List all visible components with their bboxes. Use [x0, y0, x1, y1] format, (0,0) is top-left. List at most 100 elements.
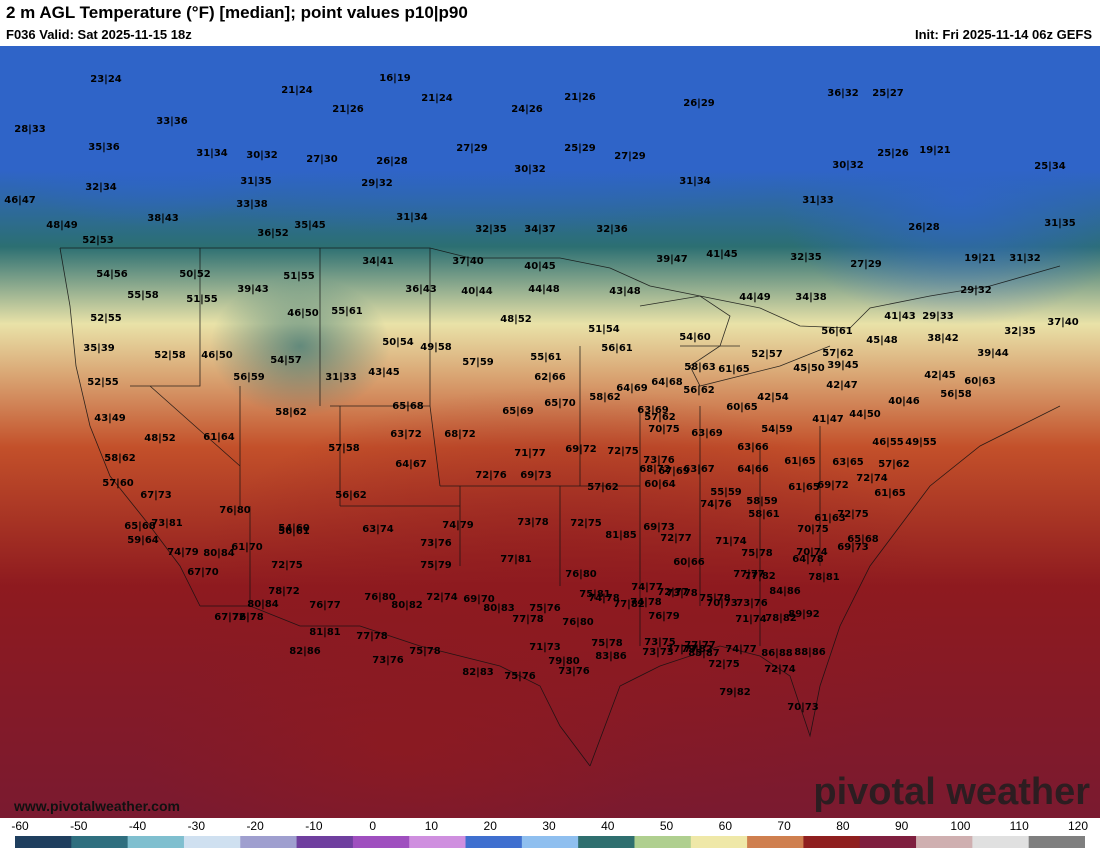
point-value: 79|82	[719, 687, 751, 698]
point-value: 73|76	[420, 538, 452, 549]
point-value: 72|74	[426, 592, 458, 603]
point-value: 73|76	[372, 655, 404, 666]
point-value: 73|78	[666, 588, 698, 599]
point-value: 80|84	[247, 599, 279, 610]
point-value: 42|45	[924, 370, 956, 381]
colorbar-segment	[71, 836, 129, 848]
point-value: 34|38	[795, 292, 827, 303]
colorbar-tick-label: 60	[718, 819, 733, 833]
point-value: 27|30	[306, 154, 338, 165]
point-value: 26|28	[908, 222, 940, 233]
point-value: 32|34	[85, 182, 117, 193]
point-value: 70|73	[706, 598, 738, 609]
point-value: 68|72	[639, 464, 671, 475]
point-value: 77|78	[512, 614, 544, 625]
point-value: 58|59	[746, 496, 778, 507]
point-value: 64|67	[395, 459, 427, 470]
point-value: 30|32	[514, 164, 546, 175]
point-value: 27|29	[850, 259, 882, 270]
point-value: 72|74	[856, 473, 888, 484]
temperature-map: 23|24 21|24 16|19 21|24 21|26 26|29 36|32 25|27…	[0, 46, 1100, 818]
valid-time: F036 Valid: Sat 2025-11-15 18z	[6, 27, 192, 42]
point-value: 36|43	[405, 284, 437, 295]
point-value: 64|66	[737, 464, 769, 475]
point-value: 69|73	[837, 542, 869, 553]
point-value: 71|74	[715, 536, 747, 547]
point-value: 89|92	[788, 609, 820, 620]
point-value: 16|19	[379, 73, 411, 84]
point-value: 80|82	[391, 600, 423, 611]
point-value: 41|47	[812, 414, 844, 425]
point-value: 21|26	[332, 104, 364, 115]
point-value: 88|86	[794, 647, 826, 658]
point-value: 69|73	[643, 522, 675, 533]
colorbar-tick-label: 110	[1009, 819, 1029, 833]
point-value: 25|34	[1034, 161, 1066, 172]
point-value: 74|77	[631, 582, 663, 593]
colorbar-segment	[747, 836, 804, 848]
point-value: 57|60	[102, 478, 134, 489]
point-value: 19|21	[919, 145, 951, 156]
point-value: 67|69	[658, 466, 690, 477]
point-value: 78|72	[268, 586, 300, 597]
point-value: 37|40	[1047, 317, 1079, 328]
point-value: 59|64	[127, 535, 159, 546]
point-value: 39|47	[656, 254, 688, 265]
point-value: 71|73	[529, 642, 561, 653]
point-value: 63|65	[832, 457, 864, 468]
point-value: 41|45	[706, 249, 738, 260]
point-value: 52|53	[82, 235, 114, 246]
point-value: 67|70	[187, 567, 219, 578]
point-value: 50|52	[179, 269, 211, 280]
point-value: 74|76	[700, 499, 732, 510]
point-value: 31|32	[1009, 253, 1041, 264]
point-value: 57|62	[822, 348, 854, 359]
point-value: 31|35	[1044, 218, 1076, 229]
colorbar-tick-label: -30	[187, 819, 205, 833]
point-value: 75|78	[591, 638, 623, 649]
point-value: 61|70	[231, 542, 263, 553]
point-value: 57|59	[462, 357, 494, 368]
point-value: 68|72	[444, 429, 476, 440]
colorbar-tick-label: 100	[950, 819, 971, 833]
point-value: 75|76	[529, 603, 561, 614]
point-value: 64|78	[792, 554, 824, 565]
point-value: 40|45	[524, 261, 556, 272]
colorbar-tick-label: 30	[542, 819, 556, 833]
point-value: 57|62	[644, 412, 676, 423]
point-value: 33|38	[236, 199, 268, 210]
point-value: 73|76	[558, 666, 590, 677]
point-value: 79|82	[681, 644, 713, 655]
point-value: 81|85	[605, 530, 637, 541]
point-value: 54|60	[278, 523, 310, 534]
colorbar-ticks: -60 -50 -40 -30 -20 -10 0 10 20 30 40 50 60 70 80 90 100…	[0, 818, 1100, 834]
colorbar: -60 -50 -40 -30 -20 -10 0 10 20 30 40 50 60 70 80 90 100…	[0, 818, 1100, 850]
point-value: 31|34	[679, 176, 711, 187]
point-value: 55|59	[710, 487, 742, 498]
point-value: 42|54	[757, 392, 789, 403]
point-value: 29|32	[960, 285, 992, 296]
point-value: 31|33	[802, 195, 834, 206]
point-value: 75|78	[741, 548, 773, 559]
hot-mexico	[140, 626, 660, 818]
point-value: 65|68	[392, 401, 424, 412]
point-value: 42|47	[826, 380, 858, 391]
colorbar-tick-label: 120	[1067, 819, 1089, 833]
point-value: 56|58	[940, 389, 972, 400]
point-value: 58|63	[684, 362, 716, 373]
colorbar-tick-label: -40	[128, 819, 147, 833]
colorbar-segment	[296, 836, 354, 848]
point-value: 54|60	[679, 332, 711, 343]
point-value: 76|80	[219, 505, 251, 516]
gulf-coast	[589, 405, 1061, 767]
point-value: 63|74	[362, 524, 394, 535]
point-value: 78|81	[808, 572, 840, 583]
boundaries	[59, 247, 1061, 767]
us-mexico-border	[200, 605, 591, 767]
point-value: 55|58	[127, 290, 159, 301]
point-value: 60|65	[726, 402, 758, 413]
colorbar-segment	[859, 836, 917, 848]
point-value: 70|74	[796, 547, 828, 558]
point-value: 32|35	[475, 224, 507, 235]
point-value: 77|82	[744, 571, 776, 582]
